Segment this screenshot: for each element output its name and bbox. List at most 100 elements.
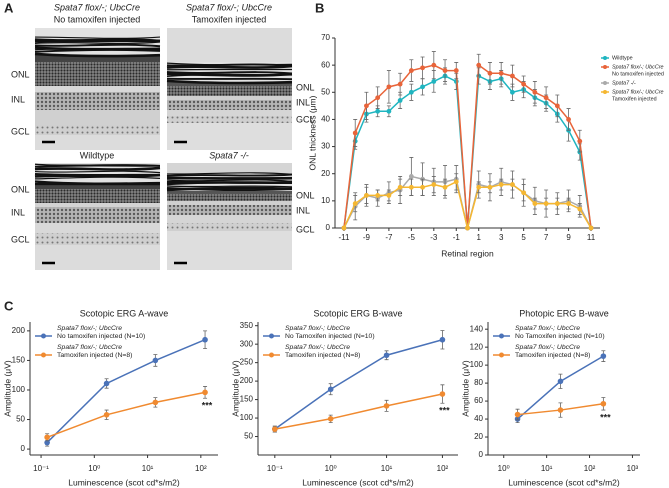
choroid-streak [166,172,293,175]
y-tick-label: 350 [240,321,254,330]
data-point [600,400,607,407]
retina-layer [167,110,292,116]
choroid-streak [166,79,293,85]
series-line [274,339,443,430]
y-tick-label: 20 [321,169,330,178]
retina-layer [35,203,160,207]
retina-layer [35,223,160,233]
retina-layer [167,116,292,123]
data-point [420,184,425,190]
x-axis-label: Luminescence (scot cd*s/m2) [68,477,180,487]
data-point [514,411,521,418]
x-tick-label: 5 [521,233,526,242]
retina-layer [35,135,160,150]
legend-label: No tamoxifen injected (N=10) [57,333,145,340]
data-point [383,352,390,359]
retina-layer [167,223,292,231]
x-tick-label: 10⁻¹ [33,464,49,473]
retina-layer [167,205,292,215]
y-tick-label: 20 [474,432,483,441]
annotation: *** [439,406,450,416]
y-tick-label: 150 [240,395,254,404]
layer-label: GCL [296,224,315,234]
chart-title: Photopic ERG B-wave [519,308,609,318]
annotation: *** [600,412,611,422]
panel-label: B [315,0,324,15]
y-tick-label: 200 [240,376,254,385]
legend-marker [499,352,504,358]
y-tick-label: 60 [474,396,483,405]
y-tick-label: 60 [321,60,330,69]
legend-label: Spata7 flox/-; UbcCre [612,64,664,70]
x-tick-label: 10² [584,464,596,473]
x-tick-label: 3 [499,233,504,242]
y-axis-label: Amplitude (μV) [2,360,12,417]
retina-layer [35,207,160,223]
y-tick-label: 0 [479,450,484,459]
retina-layer [167,191,292,194]
series-line [343,74,592,229]
retina-layer [167,215,292,223]
data-point [364,193,369,198]
retina-layer [35,245,160,270]
data-point [510,89,515,95]
data-point [521,81,527,87]
data-point [408,184,414,190]
choroid-streak [166,179,293,183]
data-point [600,353,607,359]
data-point [375,193,381,198]
data-point [103,412,110,418]
layer-label: ONL [296,190,315,200]
legend-group: Spata7 flox/-; UbcCre [285,344,350,351]
retina-layer [167,96,292,100]
x-tick-label: 1 [477,233,482,242]
retina-layer [167,231,292,270]
x-tick-label: 10⁻¹ [267,464,283,473]
image-title: Wildtype [80,150,115,160]
choroid-streak [166,64,293,69]
data-point [543,201,549,206]
data-point [431,79,437,84]
choroid-streak [34,41,161,45]
legend-label: Spata7 flox/-; UbcCre [612,89,664,95]
annotation: *** [202,401,213,411]
retina-layer [167,100,292,110]
data-point [498,70,504,76]
y-tick-label: 40 [474,414,483,423]
image-title: Spata7 flox/-; UbcCre [186,2,272,12]
data-point [375,108,381,114]
x-tick-label: 10¹ [381,464,393,473]
retina-layer [167,163,292,173]
series-line [274,393,443,430]
legend-marker [603,65,607,69]
x-tick-label: 11 [587,233,596,242]
x-tick-label: 10² [195,464,207,473]
retina-layer [167,86,292,96]
data-point [439,391,446,397]
data-point [408,89,414,95]
data-point [152,399,159,406]
y-tick-label: 100 [240,413,254,422]
y-tick-label: 30 [321,142,330,151]
retina-layer [35,62,160,86]
data-point [577,138,583,144]
y-tick-label: 120 [470,342,484,351]
choroid-streak [166,71,293,75]
x-tick-label: -1 [453,233,461,242]
x-tick-label: -7 [385,233,393,242]
layer-label: GCL [11,234,30,244]
retina-layer [167,123,292,150]
data-point [327,415,334,422]
x-tick-label: -9 [363,233,371,242]
data-point [397,81,403,87]
choroid-streak [34,52,161,58]
data-point [554,103,560,109]
data-point [532,201,538,206]
retina-layer [35,185,160,189]
data-point [202,336,208,343]
y-tick-label: 50 [16,415,25,424]
image-title: Spata7 flox/-; UbcCre [54,2,140,12]
data-point [397,184,403,190]
legend-marker [603,56,607,60]
legend-label: No Tamoxifen injected (N=10) [285,333,375,340]
